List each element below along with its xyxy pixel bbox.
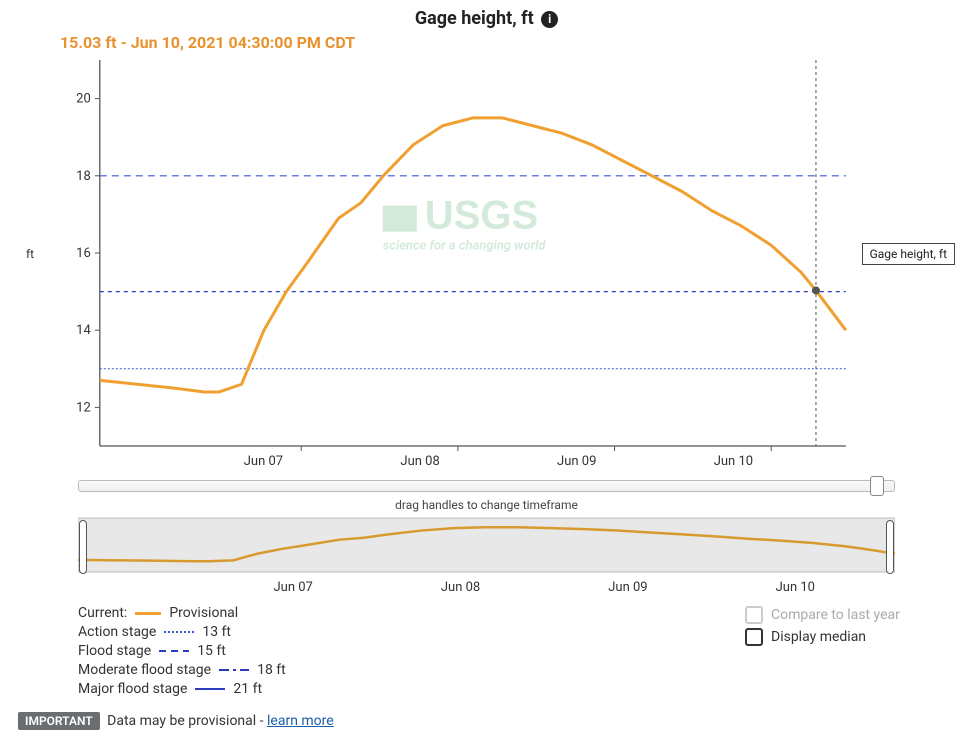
chart-options: Compare to last year Display median bbox=[745, 604, 955, 698]
chart-title: Gage height, ft i bbox=[18, 8, 955, 29]
overview-x-tick-label: Jun 08 bbox=[441, 580, 480, 595]
legend-stage-row: Flood stage 15 ft bbox=[78, 642, 745, 661]
legend-current-label: Current: bbox=[78, 604, 127, 623]
svg-text:12: 12 bbox=[76, 400, 91, 415]
compare-label: Compare to last year bbox=[771, 607, 900, 623]
x-tick-label: Jun 07 bbox=[244, 454, 283, 469]
timeframe-handle-right[interactable] bbox=[886, 520, 894, 574]
timeframe-handle-left[interactable] bbox=[79, 520, 87, 574]
svg-text:16: 16 bbox=[76, 246, 91, 261]
overview-x-ticks: Jun 07 Jun 08 Jun 09 Jun 10 bbox=[78, 580, 875, 598]
compare-checkbox[interactable] bbox=[745, 606, 763, 624]
legend-stage-label: Moderate flood stage bbox=[78, 661, 211, 680]
overview-x-tick-label: Jun 09 bbox=[608, 580, 647, 595]
svg-text:science for a changing world: science for a changing world bbox=[383, 239, 547, 254]
legend-stage-label: Action stage bbox=[78, 623, 156, 642]
legend-swatch bbox=[195, 685, 225, 693]
y-axis-title: ft bbox=[18, 247, 42, 261]
legend-stage-value: 15 ft bbox=[197, 642, 226, 661]
learn-more-link[interactable]: learn more bbox=[267, 713, 334, 729]
footnote-text: Data may be provisional - bbox=[107, 713, 267, 729]
overview-x-tick-label: Jun 10 bbox=[776, 580, 815, 595]
info-icon[interactable]: i bbox=[541, 11, 558, 28]
mini-chart-caption: drag handles to change timeframe bbox=[18, 498, 955, 512]
compare-last-year-option[interactable]: Compare to last year bbox=[745, 606, 955, 624]
legend-stage-value: 18 ft bbox=[257, 661, 286, 680]
chart-title-text: Gage height, ft bbox=[415, 8, 534, 29]
x-tick-label: Jun 09 bbox=[557, 454, 596, 469]
x-axis-ticks: Jun 07 Jun 08 Jun 09 Jun 10 bbox=[86, 454, 875, 472]
legend-provisional: Provisional bbox=[169, 604, 238, 623]
legend-stage-label: Major flood stage bbox=[78, 680, 187, 699]
legend-swatch bbox=[219, 666, 249, 674]
time-slider[interactable] bbox=[78, 480, 895, 492]
svg-text:20: 20 bbox=[76, 92, 91, 107]
legend-stage-row: Moderate flood stage 18 ft bbox=[78, 661, 745, 680]
provisional-swatch bbox=[135, 612, 161, 615]
svg-text:14: 14 bbox=[76, 323, 91, 338]
legend-stage-value: 21 ft bbox=[233, 680, 262, 699]
legend-current: Current: Provisional bbox=[78, 604, 745, 623]
svg-text:USGS: USGS bbox=[425, 194, 538, 238]
legend-stage-value: 13 ft bbox=[202, 623, 231, 642]
time-slider-thumb[interactable] bbox=[870, 476, 884, 496]
main-chart[interactable]: USGSscience for a changing world 12 14 16 18… bbox=[42, 54, 860, 454]
display-median-option[interactable]: Display median bbox=[745, 628, 955, 646]
svg-text:18: 18 bbox=[76, 169, 91, 184]
overview-x-tick-label: Jun 07 bbox=[274, 580, 313, 595]
x-tick-label: Jun 08 bbox=[400, 454, 439, 469]
median-checkbox[interactable] bbox=[745, 628, 763, 646]
legend-stage-row: Major flood stage 21 ft bbox=[78, 680, 745, 699]
median-label: Display median bbox=[771, 629, 866, 645]
footnote: IMPORTANT Data may be provisional - lear… bbox=[18, 712, 955, 730]
current-reading: 15.03 ft - Jun 10, 2021 04:30:00 PM CDT bbox=[60, 33, 955, 52]
legend: Current: Provisional Action stage13 ftFl… bbox=[78, 604, 745, 698]
overview-chart[interactable] bbox=[78, 514, 895, 576]
x-tick-label: Jun 10 bbox=[714, 454, 753, 469]
legend-swatch bbox=[164, 628, 194, 636]
legend-stage-label: Flood stage bbox=[78, 642, 151, 661]
legend-stage-row: Action stage 13 ft bbox=[78, 623, 745, 642]
legend-swatch bbox=[159, 647, 189, 655]
series-side-label: Gage height, ft bbox=[862, 243, 955, 265]
important-badge: IMPORTANT bbox=[18, 712, 100, 730]
